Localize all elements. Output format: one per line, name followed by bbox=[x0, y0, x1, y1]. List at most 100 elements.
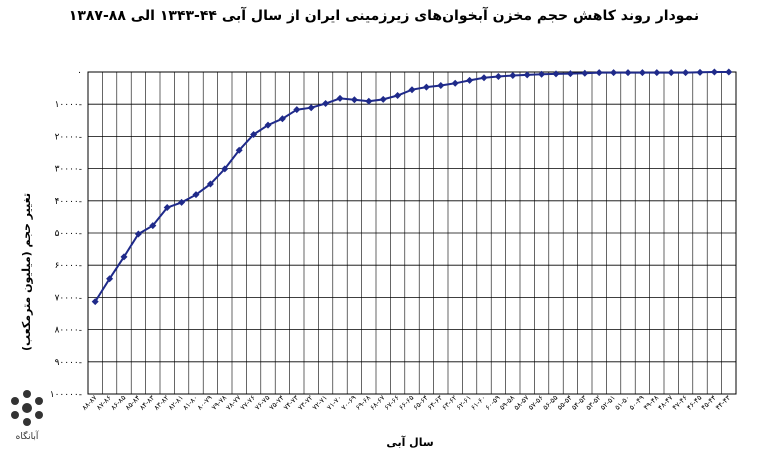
logo: آبانگاه bbox=[4, 388, 50, 458]
x-tick-label: ۴۸-۴۷ bbox=[657, 394, 675, 412]
y-tick-label: ۴۰۰۰۰- bbox=[55, 197, 82, 207]
data-point bbox=[336, 94, 344, 102]
data-point bbox=[178, 198, 186, 206]
x-tick-label: ۷۶-۷۵ bbox=[253, 394, 271, 412]
x-tick-label: ۴۷-۴۶ bbox=[671, 394, 689, 412]
x-tick-label: ۸۰-۷۹ bbox=[196, 394, 214, 412]
x-tick-label: ۵۶-۵۵ bbox=[541, 394, 559, 412]
x-tick-label: ۷۹-۷۸ bbox=[210, 394, 228, 412]
data-point bbox=[350, 96, 358, 104]
x-tick-label: ۶۴-۶۳ bbox=[426, 394, 444, 412]
data-point bbox=[667, 69, 675, 77]
x-tick-label: ۷۱-۷۰ bbox=[325, 394, 343, 412]
x-tick-label: ۸۲-۸۱ bbox=[167, 394, 185, 412]
x-tick-label: ۵۲-۵۱ bbox=[599, 394, 617, 412]
x-tick-label: ۷۳-۷۲ bbox=[297, 394, 315, 412]
x-tick-label: ۵۳-۵۲ bbox=[585, 394, 603, 412]
data-point bbox=[163, 204, 171, 212]
data-point bbox=[250, 130, 258, 138]
data-point bbox=[494, 73, 502, 81]
x-tick-label: ۸۱-۸۰ bbox=[181, 394, 199, 412]
data-point bbox=[206, 180, 214, 188]
x-tick-label: ۵۹-۵۸ bbox=[498, 394, 516, 412]
data-point bbox=[379, 95, 387, 103]
data-point bbox=[581, 69, 589, 77]
x-tick-label: ۶۲-۶۱ bbox=[455, 394, 473, 412]
x-tick-label: ۶۱-۶۰ bbox=[469, 394, 487, 412]
data-point bbox=[235, 146, 243, 154]
data-point bbox=[509, 72, 517, 80]
x-tick-label: ۷۴-۷۳ bbox=[282, 394, 300, 412]
data-point bbox=[120, 253, 128, 261]
data-point bbox=[538, 70, 546, 78]
x-tick-label: ۵۴-۵۳ bbox=[570, 394, 588, 412]
x-tick-label: ۷۵-۷۴ bbox=[268, 394, 286, 412]
x-tick-label: ۴۵-۴۴ bbox=[700, 394, 718, 412]
x-tick-label: ۷۷-۷۶ bbox=[239, 394, 257, 412]
x-tick-label: ۵۰-۴۹ bbox=[628, 394, 646, 412]
data-point bbox=[278, 115, 286, 123]
x-tick-label: ۸۸-۸۷ bbox=[81, 394, 99, 412]
x-tick-label: ۸۴-۸۳ bbox=[138, 394, 156, 412]
data-point bbox=[408, 86, 416, 94]
data-point bbox=[437, 82, 445, 90]
data-point bbox=[466, 76, 474, 84]
data-point bbox=[293, 106, 301, 114]
y-tick-label: ۸۰۰۰۰- bbox=[55, 326, 82, 336]
grid-lines bbox=[87, 71, 737, 395]
data-point bbox=[624, 69, 632, 77]
data-point bbox=[221, 165, 229, 173]
x-tick-label: ۶۷-۶۶ bbox=[383, 394, 401, 412]
data-point bbox=[682, 69, 690, 77]
logo-text: آبانگاه bbox=[15, 432, 39, 442]
x-tick-label: ۵۸-۵۷ bbox=[513, 394, 531, 412]
data-point bbox=[365, 97, 373, 105]
x-axis-label: سال آبی bbox=[386, 435, 433, 449]
x-tick-label: ۴۶-۴۵ bbox=[685, 394, 703, 412]
y-tick-label: ۰ bbox=[77, 68, 82, 78]
data-point bbox=[725, 68, 733, 76]
x-tick-label: ۸۶-۸۵ bbox=[109, 394, 127, 412]
x-tick-label: ۴۹-۴۸ bbox=[642, 394, 660, 412]
data-point bbox=[638, 69, 646, 77]
data-point bbox=[696, 68, 704, 76]
data-point bbox=[106, 275, 114, 283]
y-tick-label: ۷۰۰۰۰- bbox=[55, 293, 82, 303]
y-tick-label: ۵۰۰۰۰- bbox=[55, 229, 82, 239]
x-tick-label: ۶۹-۶۸ bbox=[354, 394, 372, 412]
x-tick-label: ۵۷-۵۶ bbox=[527, 394, 545, 412]
data-point bbox=[422, 83, 430, 91]
y-tick-label: ۹۰۰۰۰- bbox=[55, 358, 82, 368]
x-tick-label: ۶۰-۵۹ bbox=[484, 394, 502, 412]
data-point bbox=[566, 70, 574, 78]
y-tick-label: ۳۰۰۰۰- bbox=[55, 165, 82, 175]
data-point bbox=[322, 100, 330, 108]
chart-title: نمودار روند کاهش حجم مخزن آبخوان‌های زیر… bbox=[68, 8, 700, 24]
data-point bbox=[307, 104, 315, 112]
x-tick-label: ۵۵-۵۴ bbox=[556, 394, 574, 412]
x-tick-label: ۶۳-۶۲ bbox=[441, 394, 459, 412]
data-point bbox=[552, 70, 560, 78]
data-point bbox=[451, 79, 459, 87]
data-point bbox=[264, 121, 272, 129]
data-point bbox=[192, 191, 200, 199]
data-point bbox=[480, 74, 488, 82]
logo-icon bbox=[11, 390, 43, 426]
x-tick-label: ۶۶-۶۵ bbox=[397, 394, 415, 412]
x-tick-label: ۶۵-۶۴ bbox=[412, 394, 430, 412]
data-point bbox=[523, 71, 531, 79]
y-axis-label: تغییر حجم (میلیون مترمکعب) bbox=[20, 193, 33, 351]
x-tick-label: ۷۸-۷۷ bbox=[225, 394, 243, 412]
y-tick-label: ۱۰۰۰۰- bbox=[55, 100, 82, 110]
y-tick-label: ۲۰۰۰۰- bbox=[55, 132, 82, 142]
x-tick-label: ۷۰-۶۹ bbox=[340, 394, 358, 412]
x-tick-label: ۸۵-۸۴ bbox=[124, 394, 142, 412]
y-tick-label: ۱۰۰۰۰۰- bbox=[50, 390, 82, 400]
x-tick-label: ۸۳-۸۲ bbox=[153, 394, 171, 412]
x-tick-label: ۵۱-۵۰ bbox=[613, 394, 631, 412]
data-points bbox=[91, 68, 733, 306]
data-point bbox=[610, 69, 618, 77]
data-point bbox=[595, 69, 603, 77]
data-point bbox=[91, 298, 99, 306]
